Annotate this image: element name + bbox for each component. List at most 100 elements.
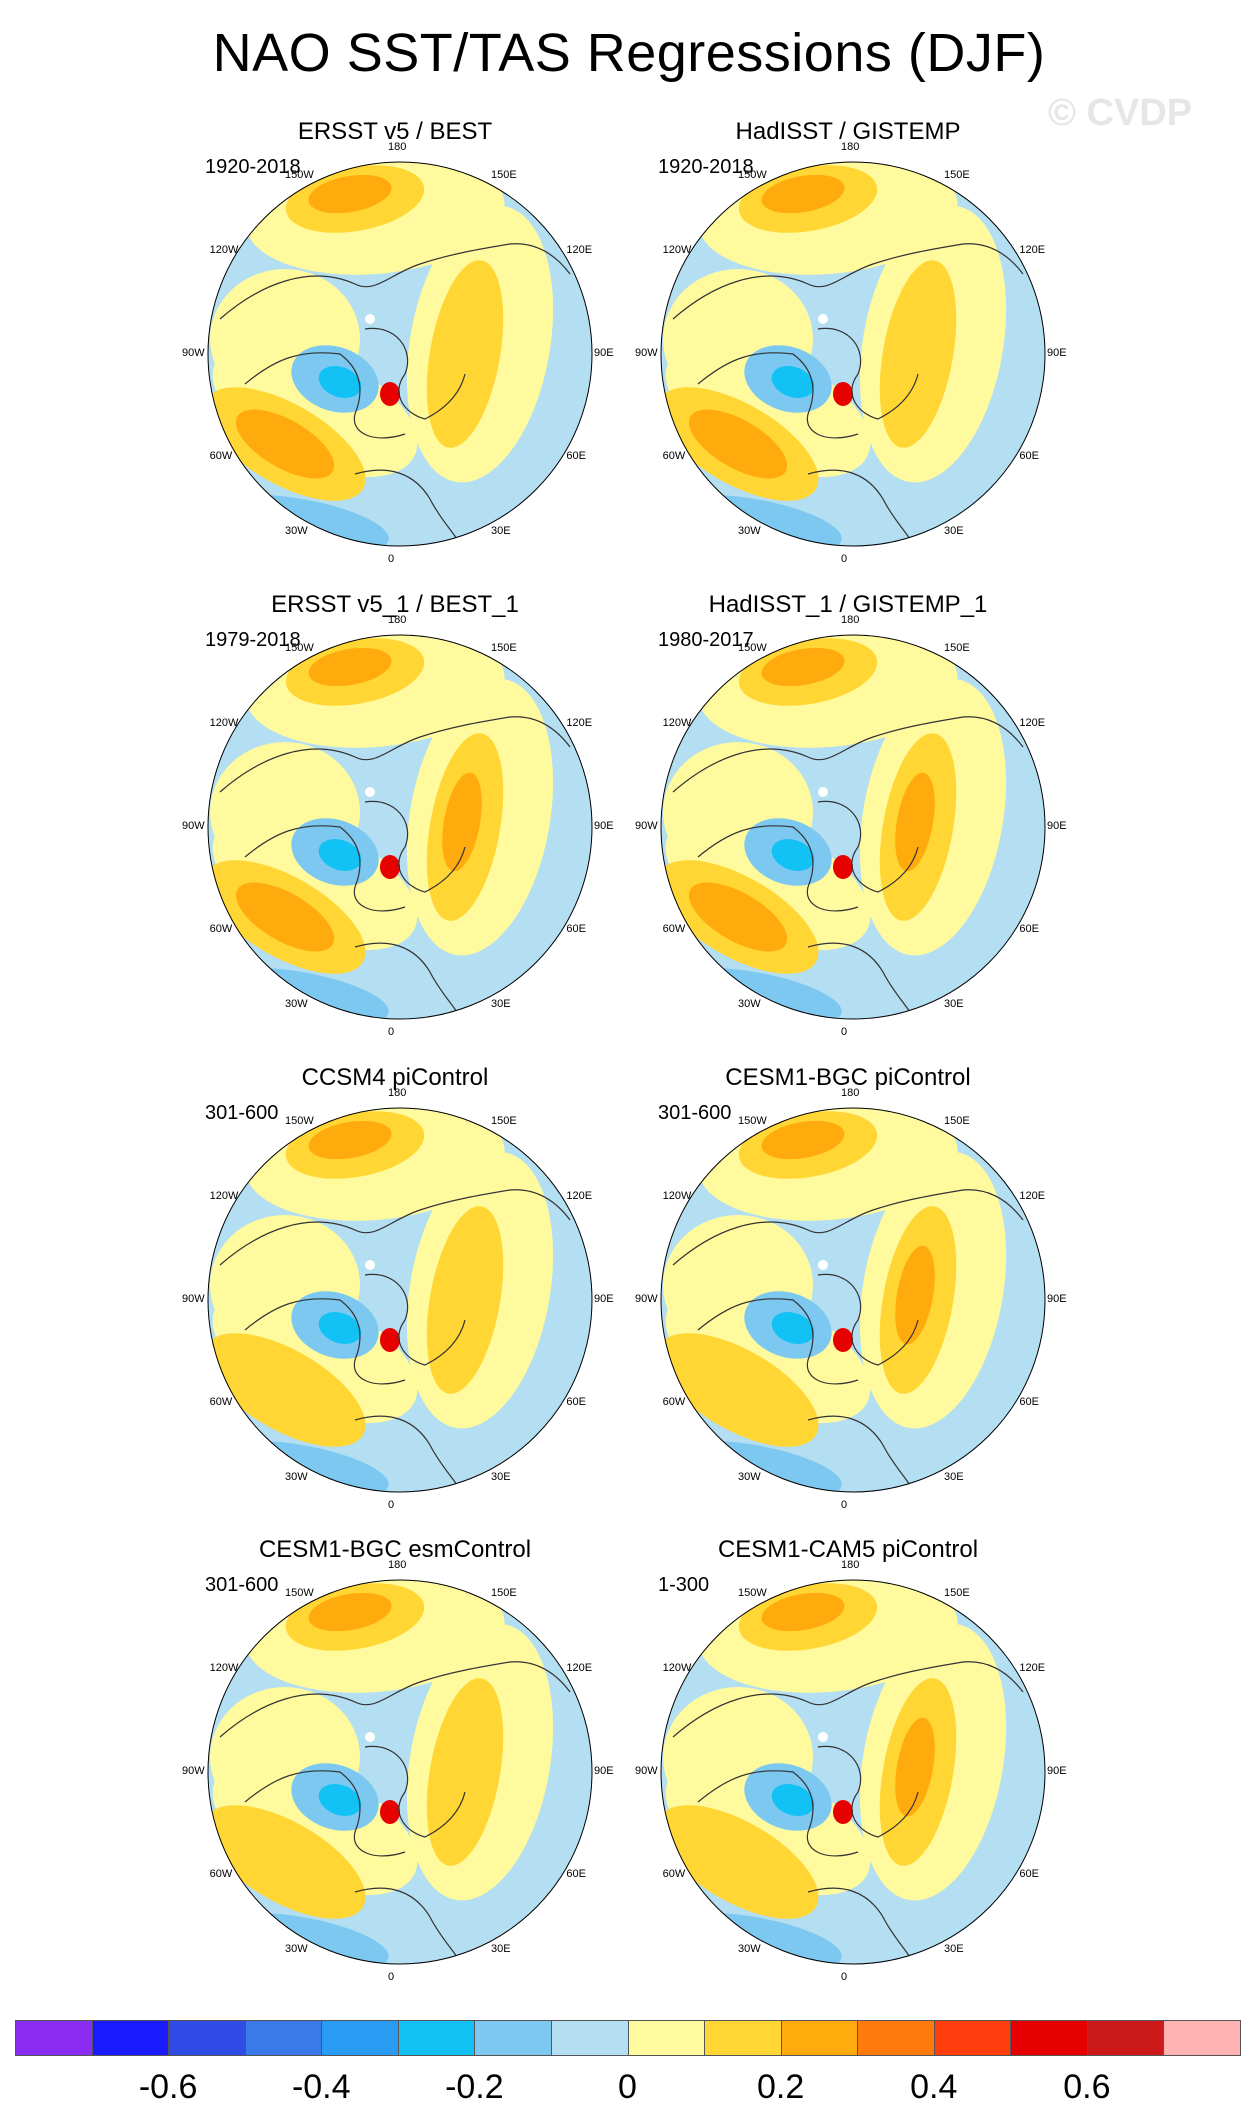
longitude-label: 150W <box>738 641 767 654</box>
atlantic-yellow <box>661 1333 819 1447</box>
colorbar-swatch <box>15 2020 93 2056</box>
colorbar-swatch <box>321 2020 399 2056</box>
watermark: © CVDP <box>1048 92 1193 134</box>
coastline-africa <box>807 1887 914 1963</box>
longitude-label: 0 <box>388 1026 395 1038</box>
longitude-label: 60E <box>566 923 586 935</box>
longitude-label: 90W <box>635 347 658 359</box>
longitude-label: 60W <box>209 1396 233 1408</box>
longitude-label: 150E <box>944 1586 970 1599</box>
longitude-label: 60W <box>209 450 233 462</box>
panel-period: 1-300 <box>658 1574 710 1596</box>
longitude-label: 30W <box>738 998 761 1011</box>
longitude-label: 150W <box>738 1114 767 1127</box>
longitude-label: 180 <box>841 1559 860 1571</box>
longitude-label: 150E <box>491 1114 517 1127</box>
europe-max <box>833 1328 853 1352</box>
longitude-label: 120E <box>1019 1190 1046 1202</box>
labrador-min <box>318 366 362 398</box>
colorbar-swatch <box>474 2020 552 2056</box>
coastline-north <box>219 716 571 793</box>
coastline-america <box>697 1770 859 1857</box>
longitude-label: 30W <box>285 998 308 1011</box>
longitude-label: 60W <box>662 1868 686 1880</box>
longitude-label: 0 <box>841 1499 848 1511</box>
longitude-label: 90E <box>1047 820 1067 832</box>
labrador-min <box>318 1312 362 1344</box>
eurasia-max <box>895 772 935 872</box>
longitude-label: 150E <box>491 641 517 654</box>
longitude-label: 90W <box>635 820 658 832</box>
longitude-label: 90W <box>635 1293 658 1305</box>
pacific-max <box>761 647 845 687</box>
panel-title: HadISST / GISTEMP <box>735 118 961 145</box>
longitude-label: 30W <box>738 1471 761 1484</box>
colorbar-swatch <box>627 2020 706 2056</box>
longitude-label: 90W <box>182 347 205 359</box>
map-border <box>207 1579 593 1965</box>
coastline-africa <box>354 942 461 1018</box>
longitude-label: 90E <box>594 1293 614 1305</box>
coastline-europe <box>817 1273 919 1366</box>
map-panel: CCSM4 piControl 301-600 180 150E 120E 90E 60E 3… <box>182 1064 695 1538</box>
longitude-label: 30E <box>491 998 511 1011</box>
polar-map <box>660 161 1046 547</box>
longitude-label: 0 <box>388 553 395 565</box>
coastline-europe <box>817 327 919 420</box>
longitude-label: 120E <box>1019 1662 1046 1674</box>
longitude-label: 150W <box>285 1114 314 1127</box>
longitude-label: 30W <box>285 1471 308 1484</box>
labrador-min <box>318 839 362 871</box>
panel-title: CESM1-CAM5 piControl <box>717 1536 979 1563</box>
panel-period: 1920-2018 <box>658 156 754 178</box>
colorbar-swatch <box>704 2020 782 2056</box>
coastline-north <box>219 243 571 320</box>
longitude-label: 150E <box>491 168 517 181</box>
europe-max <box>380 382 400 406</box>
atlantic-yellow <box>208 1333 366 1447</box>
longitude-label: 60E <box>1019 450 1039 462</box>
main-title: NAO SST/TAS Regressions (DJF) <box>212 23 1046 83</box>
longitude-label: 0 <box>841 553 848 565</box>
longitude-label: 30W <box>738 525 761 538</box>
coastline-america <box>697 1298 859 1385</box>
longitude-label: 120W <box>209 1662 239 1674</box>
panel-title: CCSM4 piControl <box>301 1064 489 1091</box>
map-field <box>661 1108 1045 1492</box>
eurasia-max <box>895 1245 935 1345</box>
colorbar-swatch <box>933 2020 1012 2056</box>
pole-marker <box>365 314 375 324</box>
pole-marker <box>818 1732 828 1742</box>
coastline-north <box>672 716 1024 793</box>
panel-period: 1979-2018 <box>205 629 301 651</box>
longitude-label: 150W <box>738 1586 767 1599</box>
longitude-label: 90E <box>1047 347 1067 359</box>
map-panel: ERSST v5 / BEST 1920-2018 180 150E 120E 90E 60… <box>182 118 695 592</box>
longitude-label: 0 <box>841 1026 848 1038</box>
pole-marker <box>818 1260 828 1270</box>
colorbar-tick-label: 0.2 <box>756 2068 805 2106</box>
atlantic-max <box>235 409 335 479</box>
polar-map <box>207 1107 593 1493</box>
longitude-label: 120E <box>566 717 593 729</box>
map-border <box>660 1579 1046 1965</box>
pole-marker <box>818 787 828 797</box>
labrador-min <box>318 1784 362 1816</box>
map-border <box>660 1107 1046 1493</box>
coastline-africa <box>807 1415 914 1491</box>
longitude-label: 0 <box>388 1971 395 1983</box>
europe-max <box>833 855 853 879</box>
map-border <box>207 634 593 1020</box>
pole-marker <box>365 787 375 797</box>
coastline-europe <box>364 1273 466 1366</box>
coastline-africa <box>354 1415 461 1491</box>
longitude-label: 90E <box>1047 1293 1067 1305</box>
longitude-label: 120W <box>209 717 239 729</box>
colorbar-tick-label: 0.4 <box>910 2068 958 2106</box>
pacific-max <box>308 174 392 214</box>
longitude-label: 60E <box>566 1396 586 1408</box>
pacific-max <box>308 1592 392 1632</box>
coastline-europe <box>364 327 466 420</box>
colorbar-swatch <box>780 2020 859 2056</box>
longitude-label: 180 <box>841 1087 860 1099</box>
